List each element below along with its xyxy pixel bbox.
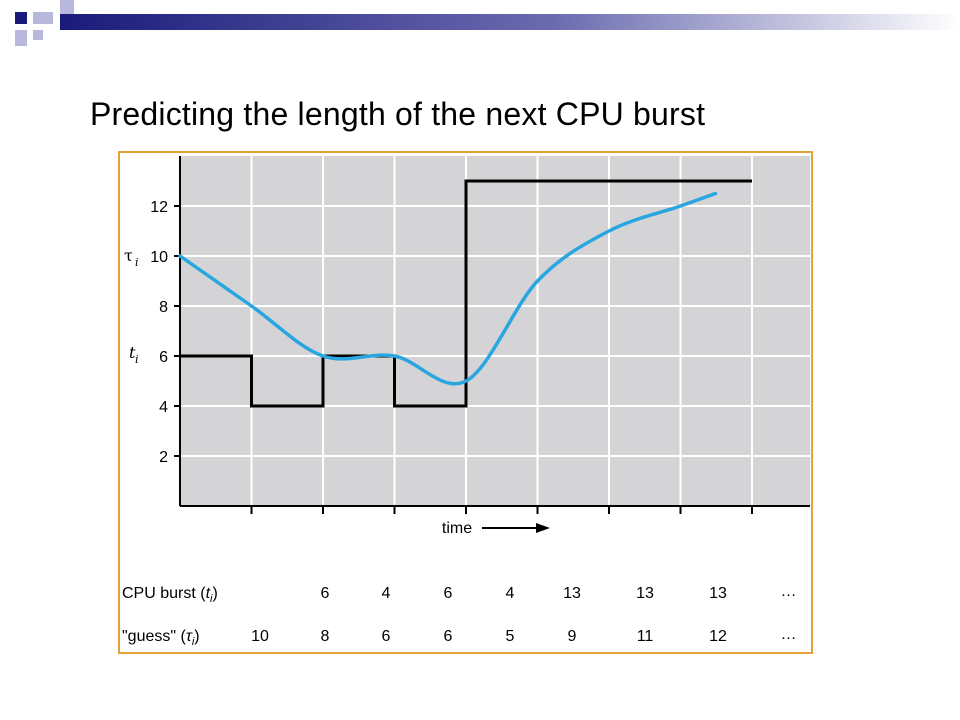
table-cell: 6 xyxy=(382,628,391,645)
table-cell: 12 xyxy=(709,628,727,645)
table-cell: 13 xyxy=(636,585,654,602)
corner-square-light xyxy=(33,12,53,24)
y-tick-label: 8 xyxy=(159,299,168,316)
y-tick-label: 10 xyxy=(150,249,168,266)
corner-square-light-4 xyxy=(60,0,74,14)
y-tick-label: 2 xyxy=(159,449,168,466)
table-cell: 9 xyxy=(568,628,577,645)
figure-frame: 2 4 6 8 10 12 τ i t i time CPU burst (ti) 6 4 6 4 13 13 13… xyxy=(118,151,813,654)
y-tick-label: 6 xyxy=(159,349,168,366)
table-ellipsis: … xyxy=(781,583,800,600)
corner-square-light-2 xyxy=(15,30,27,46)
y-tick-label: 12 xyxy=(150,199,168,216)
corner-square-light-3 xyxy=(33,30,43,40)
y-axis-label-t-sub: i xyxy=(135,353,139,366)
table-cell: 4 xyxy=(506,585,515,602)
table-row-label-cpu-burst: CPU burst (ti) xyxy=(122,585,218,605)
table-cell: 6 xyxy=(321,585,330,602)
x-axis-label: time xyxy=(442,520,472,537)
table-cell: 13 xyxy=(709,585,727,602)
time-arrow-head xyxy=(536,523,550,533)
table-row-label-guess: "guess" (τi) xyxy=(122,628,200,648)
table-cell: 13 xyxy=(563,585,581,602)
y-axis-label-tau-sub: i xyxy=(135,256,139,269)
y-tick-label: 4 xyxy=(159,399,168,416)
corner-square-navy xyxy=(15,12,27,24)
table-cell: 11 xyxy=(637,628,654,645)
header-gradient-bar xyxy=(60,14,960,30)
table-cell: 8 xyxy=(321,628,330,645)
series-actual-burst xyxy=(180,179,752,408)
slide-title: Predicting the length of the next CPU bu… xyxy=(90,96,706,132)
series-prediction-curve xyxy=(178,191,718,386)
y-axis-label-t: t xyxy=(129,343,136,362)
table-ellipsis: … xyxy=(781,626,800,643)
table-cell: 5 xyxy=(506,628,515,645)
plot-background xyxy=(180,156,810,506)
slide-corner-decoration xyxy=(15,0,960,46)
table-cell: 10 xyxy=(251,628,269,645)
table-cell: 6 xyxy=(444,628,453,645)
y-axis-label-tau: τ xyxy=(124,246,133,265)
table-cell: 4 xyxy=(382,585,391,602)
table-cell: 6 xyxy=(444,585,453,602)
